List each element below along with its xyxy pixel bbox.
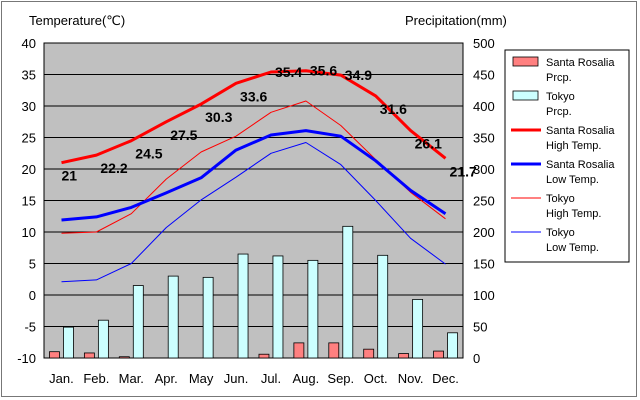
precip-bar (83, 352, 95, 359)
data-label: 27.5 (170, 127, 197, 143)
right-tick-label: 400 (473, 99, 495, 114)
data-label: 22.2 (100, 160, 127, 176)
legend-label: Santa Rosalia (546, 159, 615, 171)
precip-bar (377, 254, 389, 359)
data-label: 24.5 (135, 146, 162, 162)
data-label: 26.1 (415, 136, 442, 152)
legend-box (504, 49, 630, 263)
precip-bar (167, 275, 179, 359)
category-label: Dec. (432, 371, 459, 386)
right-tick-label: 350 (473, 131, 495, 146)
temp-line (61, 69, 447, 165)
left-tick-label: -5 (24, 320, 36, 335)
right-tick-label: 500 (473, 36, 495, 51)
legend-swatch (512, 56, 539, 67)
category-label: Aug. (293, 371, 320, 386)
left-tick-label: 35 (22, 68, 36, 83)
data-label: 33.6 (240, 88, 267, 104)
right-tick-label: 450 (473, 68, 495, 83)
precip-bar (49, 351, 60, 359)
legend-label: Prcp. (546, 106, 572, 118)
legend-label: Prcp. (546, 72, 572, 84)
precip-bar (132, 285, 144, 359)
left-tick-label: 25 (22, 131, 36, 146)
legend-label: High Temp. (546, 208, 601, 220)
right-tick-label: 250 (473, 194, 495, 209)
right-tick-label: 50 (473, 320, 487, 335)
data-label: 35.4 (275, 64, 302, 80)
data-label: 21 (61, 168, 77, 184)
legend-label: Santa Rosalia (546, 125, 615, 137)
legend-label: Tokyo (546, 91, 575, 103)
precip-bar (447, 332, 458, 359)
legend-label: High Temp. (546, 140, 601, 152)
right-tick-label: 100 (473, 288, 495, 303)
legend-label: Tokyo (546, 227, 575, 239)
right-tick-label: 0 (473, 351, 480, 366)
right-tick-label: 300 (473, 162, 495, 177)
right-axis-title: Precipitation(mm) (405, 13, 507, 28)
left-tick-label: 15 (22, 194, 36, 209)
precip-bar (63, 326, 74, 359)
left-tick-label: 0 (29, 288, 36, 303)
category-label: Oct. (364, 371, 388, 386)
precip-bar (258, 353, 270, 359)
data-label: 31.6 (380, 101, 407, 117)
left-axis-title: Temperature(℃) (29, 13, 125, 28)
precip-bar (237, 253, 249, 359)
category-label: Jul. (261, 371, 281, 386)
precip-bar (363, 348, 375, 359)
category-label: May (189, 371, 214, 386)
precip-bar (412, 299, 424, 359)
precip-bar (328, 342, 340, 359)
legend-label: Santa Rosalia (546, 57, 615, 69)
data-label: 30.3 (205, 109, 232, 125)
data-label: 21.7 (450, 163, 477, 179)
left-tick-label: 10 (22, 225, 36, 240)
left-tick-label: 5 (29, 257, 36, 272)
data-label: 34.9 (345, 67, 372, 83)
left-tick-label: 30 (22, 99, 36, 114)
legend-swatch (512, 90, 539, 101)
category-label: Mar. (119, 371, 144, 386)
data-label: 35.6 (310, 63, 337, 79)
temp-line (61, 142, 446, 283)
precip-bar (398, 353, 410, 359)
legend-label: Low Temp. (546, 242, 599, 254)
right-tick-label: 150 (473, 257, 495, 272)
precip-bar (307, 259, 319, 359)
precip-bar (293, 342, 305, 359)
category-label: Jan. (49, 371, 74, 386)
legend-label: Low Temp. (546, 174, 599, 186)
category-label: Nov. (398, 371, 424, 386)
precip-bar (272, 255, 284, 359)
category-label: Jun. (224, 371, 249, 386)
temp-line (61, 129, 447, 222)
category-label: Feb. (83, 371, 109, 386)
right-tick-label: 200 (473, 225, 495, 240)
category-label: Apr. (155, 371, 178, 386)
precip-bar (433, 350, 444, 359)
left-tick-label: -10 (17, 351, 36, 366)
precip-bar (342, 225, 354, 359)
precip-bar (202, 276, 214, 359)
legend-label: Tokyo (546, 193, 575, 205)
left-tick-label: 20 (22, 162, 36, 177)
precip-bar (97, 319, 109, 359)
left-tick-label: 40 (22, 36, 36, 51)
category-label: Sep. (327, 371, 354, 386)
precip-bar (118, 356, 130, 359)
